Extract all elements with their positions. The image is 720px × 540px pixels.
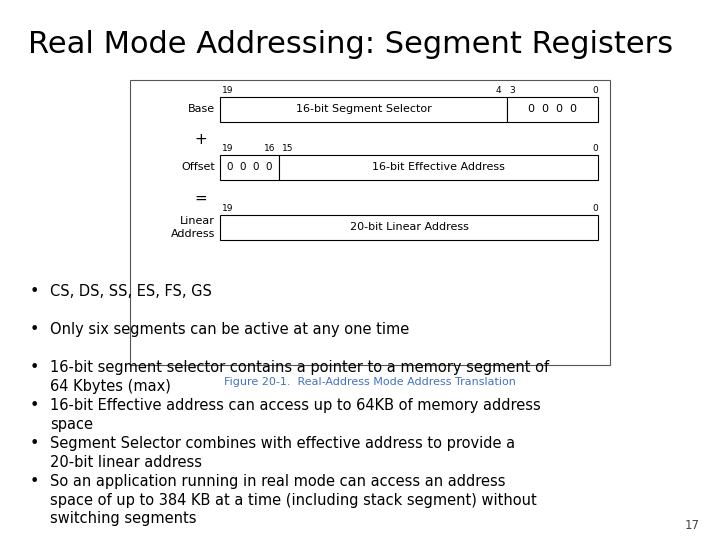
Text: 15: 15: [282, 144, 293, 153]
Bar: [220, 215, 598, 240]
Text: Real Mode Addressing: Segment Registers: Real Mode Addressing: Segment Registers: [28, 30, 673, 59]
Text: 19: 19: [222, 86, 233, 95]
Bar: [508, 97, 598, 122]
Text: 20-bit Linear Address: 20-bit Linear Address: [350, 222, 469, 233]
Text: 17: 17: [685, 519, 700, 532]
Text: Only six segments can be active at any one time: Only six segments can be active at any o…: [50, 322, 409, 337]
Text: CS, DS, SS, ES, FS, GS: CS, DS, SS, ES, FS, GS: [50, 284, 212, 299]
Text: 16-bit Effective address can access up to 64KB of memory address
space: 16-bit Effective address can access up t…: [50, 398, 541, 431]
Bar: [220, 97, 508, 122]
Text: •: •: [30, 360, 40, 375]
Text: +: +: [194, 132, 207, 147]
Bar: [279, 155, 598, 180]
Bar: [130, 80, 610, 365]
Text: 0  0  0  0: 0 0 0 0: [528, 105, 577, 114]
Text: 0  0  0  0: 0 0 0 0: [227, 163, 272, 172]
Text: •: •: [30, 284, 40, 299]
Text: 19: 19: [222, 144, 233, 153]
Text: Figure 20-1.  Real-Address Mode Address Translation: Figure 20-1. Real-Address Mode Address T…: [224, 377, 516, 387]
Text: So an application running in real mode can access an address
space of up to 384 : So an application running in real mode c…: [50, 474, 536, 526]
Text: 16-bit segment selector contains a pointer to a memory segment of
64 Kbytes (max: 16-bit segment selector contains a point…: [50, 360, 549, 394]
Text: •: •: [30, 474, 40, 489]
Text: •: •: [30, 398, 40, 413]
Text: Base: Base: [188, 105, 215, 114]
Text: 19: 19: [222, 204, 233, 213]
Text: 3: 3: [509, 86, 515, 95]
Text: 0: 0: [593, 86, 598, 95]
Text: 0: 0: [593, 144, 598, 153]
Text: =: =: [194, 191, 207, 206]
Text: 16-bit Effective Address: 16-bit Effective Address: [372, 163, 505, 172]
Text: Offset: Offset: [181, 163, 215, 172]
Bar: [220, 155, 279, 180]
Text: Segment Selector combines with effective address to provide a
20-bit linear addr: Segment Selector combines with effective…: [50, 436, 515, 470]
Text: 4: 4: [495, 86, 501, 95]
Text: •: •: [30, 322, 40, 337]
Text: 16: 16: [264, 144, 276, 153]
Text: 16-bit Segment Selector: 16-bit Segment Selector: [296, 105, 431, 114]
Text: •: •: [30, 436, 40, 451]
Text: 0: 0: [593, 204, 598, 213]
Text: Linear
Address: Linear Address: [171, 217, 215, 239]
